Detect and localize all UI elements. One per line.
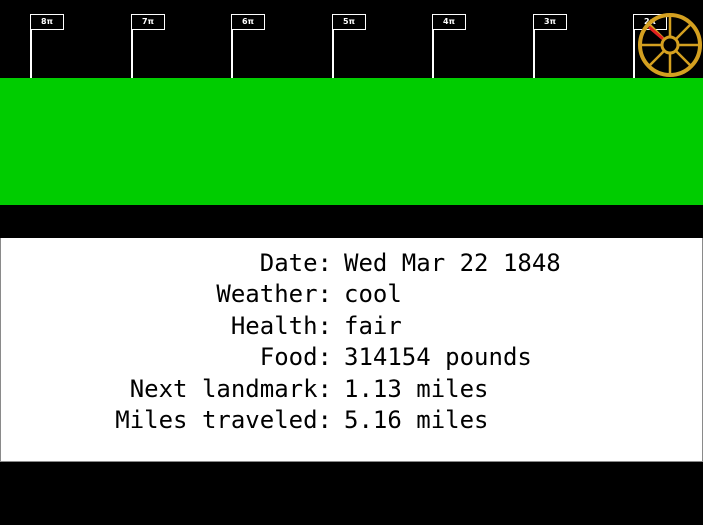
grass-field [0, 78, 703, 205]
marker-sign: 8π [30, 14, 64, 30]
mile-marker-4pi: 4π [432, 14, 472, 78]
marker-sign: 7π [131, 14, 165, 30]
mile-marker-8pi: 8π [30, 14, 70, 78]
health-value: fair [344, 312, 402, 340]
marker-sign: 3π [533, 14, 567, 30]
miles-traveled-label: Miles traveled: [115, 406, 332, 434]
marker-sign: 5π [332, 14, 366, 30]
health-row: Health: fair [1, 311, 702, 341]
date-row: Date: Wed Mar 22 1848 [1, 248, 702, 278]
next-landmark-label: Next landmark: [129, 375, 332, 403]
marker-pole [432, 14, 434, 78]
marker-pole [332, 14, 334, 78]
marker-pole [30, 14, 32, 78]
date-value: Wed Mar 22 1848 [344, 249, 561, 277]
marker-sign: 4π [432, 14, 466, 30]
date-label: Date: [259, 249, 332, 277]
mile-marker-6pi: 6π [231, 14, 271, 78]
marker-pole [633, 14, 635, 78]
food-row: Food: 314154 pounds [1, 342, 702, 372]
weather-row: Weather: cool [1, 279, 702, 309]
marker-sign: 6π [231, 14, 265, 30]
next-landmark-row: Next landmark: 1.13 miles [1, 374, 702, 404]
status-panel: Date: Wed Mar 22 1848 Weather: cool Heal… [0, 238, 703, 462]
food-value: 314154 pounds [344, 343, 532, 371]
marker-pole [533, 14, 535, 78]
next-landmark-value: 1.13 miles [344, 375, 489, 403]
trail-scene: 8π 7π 6π 5π 4π 3π 2π [0, 0, 703, 238]
weather-value: cool [344, 280, 402, 308]
food-label: Food: [259, 343, 332, 371]
wagon-wheel-icon [638, 13, 702, 77]
mile-marker-5pi: 5π [332, 14, 372, 78]
health-label: Health: [230, 312, 332, 340]
miles-traveled-row: Miles traveled: 5.16 miles [1, 405, 702, 435]
miles-traveled-value: 5.16 miles [344, 406, 489, 434]
marker-pole [131, 14, 133, 78]
weather-label: Weather: [216, 280, 332, 308]
marker-pole [231, 14, 233, 78]
mile-marker-3pi: 3π [533, 14, 573, 78]
mile-marker-7pi: 7π [131, 14, 171, 78]
